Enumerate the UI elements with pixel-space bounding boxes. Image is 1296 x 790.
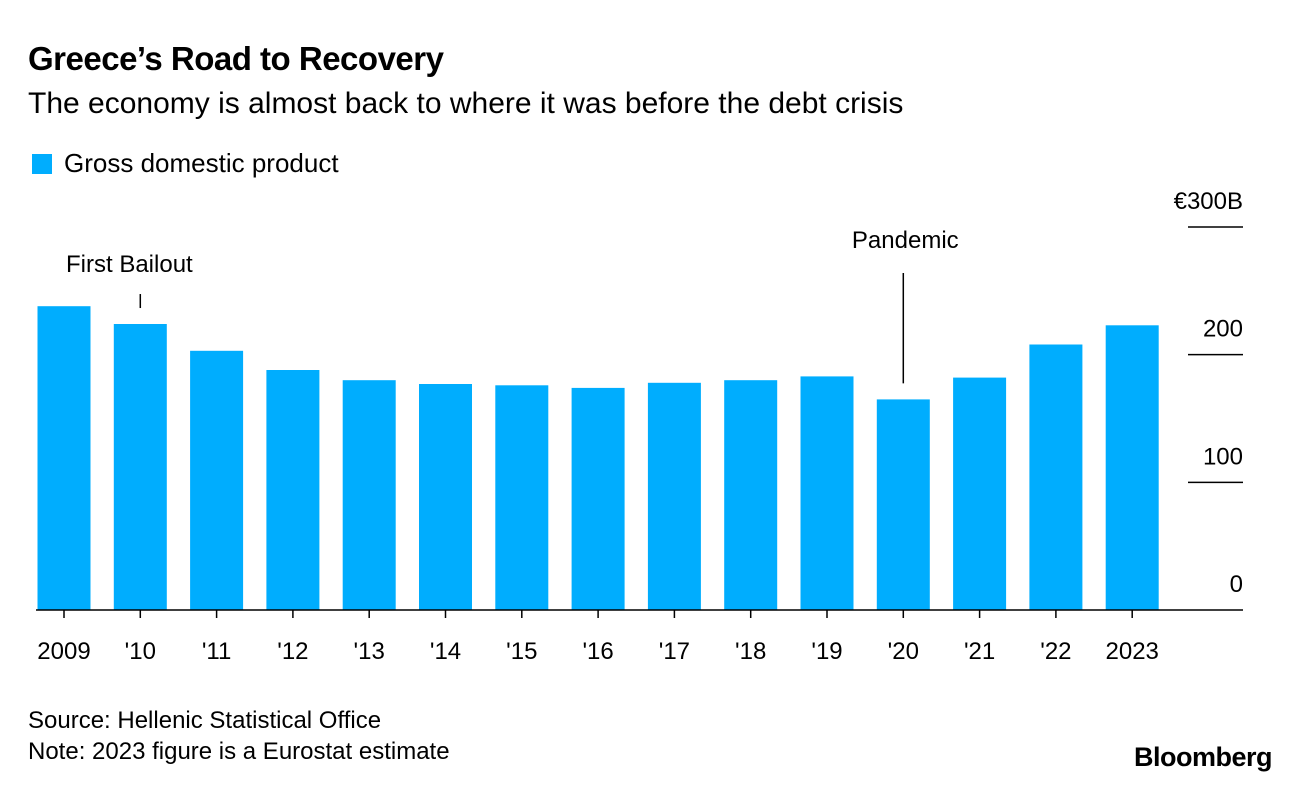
x-tick-label: '11: [202, 638, 232, 665]
chart-subtitle: The economy is almost back to where it w…: [28, 87, 904, 120]
annotation-first-bailout: First Bailout: [66, 251, 193, 278]
bar-0: [37, 306, 91, 610]
bar-1: [113, 324, 167, 610]
x-tick-label: 2023: [1106, 638, 1159, 665]
bar-3: [266, 370, 320, 610]
x-tick-label: '21: [964, 638, 995, 665]
bar-6: [495, 385, 549, 610]
bar-2: [190, 350, 244, 610]
x-tick-label: '14: [430, 638, 461, 665]
bloomberg-logo: Bloomberg: [1133, 742, 1273, 772]
y-tick-label: 200: [1203, 316, 1243, 343]
bar-10: [800, 376, 854, 610]
bar-11: [876, 399, 930, 610]
x-tick-label: '22: [1040, 638, 1071, 665]
legend-swatch: [32, 153, 52, 174]
source-text: Source: Hellenic Statistical Office: [28, 707, 382, 734]
x-tick-label: '10: [125, 638, 156, 665]
bar-9: [724, 380, 778, 610]
bar-14: [1105, 325, 1159, 610]
bar-4: [342, 380, 396, 610]
y-tick-label: 100: [1203, 443, 1243, 470]
x-tick-label: '17: [659, 638, 690, 665]
y-tick-label: 0: [1230, 571, 1243, 598]
note-text: Note: 2023 figure is a Eurostat estimate: [28, 738, 450, 765]
x-tick-label: '12: [277, 638, 308, 665]
x-tick-label: '13: [354, 638, 385, 665]
bar-13: [1029, 344, 1083, 610]
bar-7: [571, 387, 625, 610]
x-tick-label: '18: [735, 638, 766, 665]
x-tick-label: '16: [582, 638, 613, 665]
legend: Gross domestic product: [32, 148, 339, 179]
bar-5: [419, 384, 472, 610]
y-tick-label: €300B: [1174, 188, 1243, 215]
legend-label: Gross domestic product: [64, 148, 339, 178]
annotation-pandemic: Pandemic: [852, 227, 959, 254]
x-tick-label: 2009: [37, 638, 90, 665]
bar-12: [953, 377, 1007, 610]
chart-footnote: Source: Hellenic Statistical Office Note…: [28, 705, 450, 767]
x-tick-label: '20: [888, 638, 919, 665]
x-tick-label: '15: [506, 638, 537, 665]
bar-8: [647, 382, 701, 610]
x-tick-label: '19: [811, 638, 842, 665]
chart-title: Greece’s Road to Recovery: [28, 40, 444, 77]
